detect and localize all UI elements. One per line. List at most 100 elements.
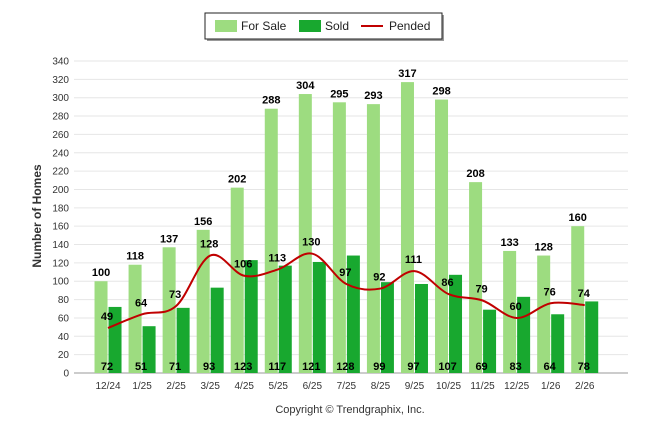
legend-label-pended: Pended: [389, 19, 430, 33]
for-sale-bar: [94, 281, 108, 373]
y-axis-ticks: 0 20 40 60 80 100 120 140 160 180 200 220 240 260 280 3…: [52, 57, 69, 380]
x-tick-label: 1/26: [541, 381, 561, 392]
sold-bar: [278, 265, 292, 373]
sold-bar: [551, 314, 565, 373]
sold-value-label: 121: [302, 361, 320, 373]
for-sale-bar: [332, 102, 346, 373]
for-sale-bar: [196, 229, 210, 373]
sold-value-label: 51: [135, 361, 147, 373]
y-tick-label: 140: [52, 240, 69, 251]
pended-value-label: 73: [169, 289, 181, 301]
pended-value-label: 130: [302, 237, 320, 249]
y-tick-label: 240: [52, 148, 69, 159]
sold-value-label: 128: [336, 361, 354, 373]
y-tick-label: 320: [52, 75, 69, 86]
y-tick-label: 120: [52, 258, 69, 269]
sold-value-label: 64: [544, 361, 557, 373]
x-tick-label: 12/25: [504, 381, 529, 392]
for-sale-bar: [128, 264, 142, 373]
for-sale-value-label: 304: [296, 80, 315, 92]
sold-value-label: 83: [510, 361, 522, 373]
x-tick-label: 12/24: [96, 381, 121, 392]
x-tick-label: 3/25: [200, 381, 220, 392]
for-sale-value-label: 202: [228, 174, 246, 186]
pended-value-label: 49: [101, 311, 113, 323]
for-sale-bar: [537, 255, 551, 373]
legend-swatch-sold: [299, 20, 321, 32]
sold-bar: [414, 283, 428, 373]
y-tick-label: 300: [52, 93, 69, 104]
legend: For Sale Sold Pended: [204, 12, 444, 41]
y-tick-label: 20: [58, 350, 70, 361]
for-sale-value-label: 118: [126, 251, 144, 263]
for-sale-bar: [298, 94, 312, 374]
pended-value-label: 113: [268, 252, 286, 264]
for-sale-value-label: 133: [500, 237, 518, 249]
x-tick-label: 1/25: [132, 381, 152, 392]
pended-value-label: 76: [544, 286, 556, 298]
x-tick-label: 10/25: [436, 381, 461, 392]
x-tick-label: 2/26: [575, 381, 595, 392]
sold-bar: [312, 261, 326, 373]
for-sale-value-label: 208: [466, 168, 484, 180]
for-sale-value-label: 298: [432, 86, 450, 98]
y-tick-label: 260: [52, 130, 69, 141]
for-sale-value-label: 100: [92, 267, 110, 279]
y-tick-label: 180: [52, 203, 69, 214]
for-sale-value-label: 156: [194, 216, 212, 228]
for-sale-bar: [571, 226, 585, 373]
for-sale-bar: [503, 250, 517, 373]
y-tick-label: 220: [52, 167, 69, 178]
pended-value-label: 64: [135, 297, 148, 309]
for-sale-bar: [435, 99, 449, 374]
legend-label-sold: Sold: [325, 19, 349, 33]
y-tick-label: 40: [58, 332, 70, 343]
y-tick-label: 340: [52, 57, 69, 68]
bars: [94, 82, 599, 374]
pended-line: [107, 252, 585, 329]
y-tick-label: 100: [52, 277, 69, 288]
for-sale-value-label: 160: [569, 212, 587, 224]
for-sale-bar: [469, 182, 483, 373]
x-axis-ticks: 12/24 1/25 2/25 3/25 4/25 5/25 6/25 7/25 8/25 9/2…: [96, 381, 595, 392]
sold-bar: [176, 307, 190, 373]
for-sale-value-label: 128: [534, 242, 552, 254]
for-sale-bar: [400, 82, 414, 373]
copyright-text: Copyright © Trendgraphix, Inc.: [275, 404, 424, 416]
for-sale-bar: [230, 187, 244, 373]
sold-value-label: 72: [101, 361, 113, 373]
x-tick-label: 2/25: [166, 381, 186, 392]
sold-value-label: 69: [475, 361, 487, 373]
pended-value-label: 97: [339, 267, 351, 279]
data-labels: 100 118 137 156 202 288 304 295 293 317 298 208 133 1…: [92, 68, 591, 373]
x-tick-label: 5/25: [269, 381, 289, 392]
pended-line-layer: [107, 252, 585, 329]
sold-bar: [483, 309, 497, 373]
legend-swatch-for-sale: [215, 20, 237, 32]
for-sale-value-label: 293: [364, 90, 382, 102]
sold-value-label: 93: [203, 361, 215, 373]
sold-value-label: 78: [578, 361, 590, 373]
sold-bar: [380, 282, 394, 373]
sold-bar: [585, 301, 599, 373]
sold-bar: [449, 274, 463, 373]
y-tick-label: 200: [52, 185, 69, 196]
y-axis-title: Number of Homes: [30, 164, 44, 268]
for-sale-bar: [264, 108, 278, 373]
y-tick-label: 160: [52, 222, 69, 233]
legend-label-for-sale: For Sale: [241, 19, 287, 33]
pended-value-label: 128: [200, 239, 218, 251]
pended-value-label: 111: [405, 254, 422, 266]
sold-bar: [210, 287, 224, 373]
legend-box: [204, 12, 443, 40]
for-sale-value-label: 317: [398, 68, 416, 80]
y-tick-label: 60: [58, 313, 70, 324]
x-tick-label: 4/25: [234, 381, 254, 392]
sold-bar: [142, 326, 156, 373]
for-sale-value-label: 288: [262, 95, 280, 107]
x-tick-label: 11/25: [470, 381, 495, 392]
pended-value-label: 86: [441, 277, 453, 289]
x-tick-label: 8/25: [371, 381, 391, 392]
